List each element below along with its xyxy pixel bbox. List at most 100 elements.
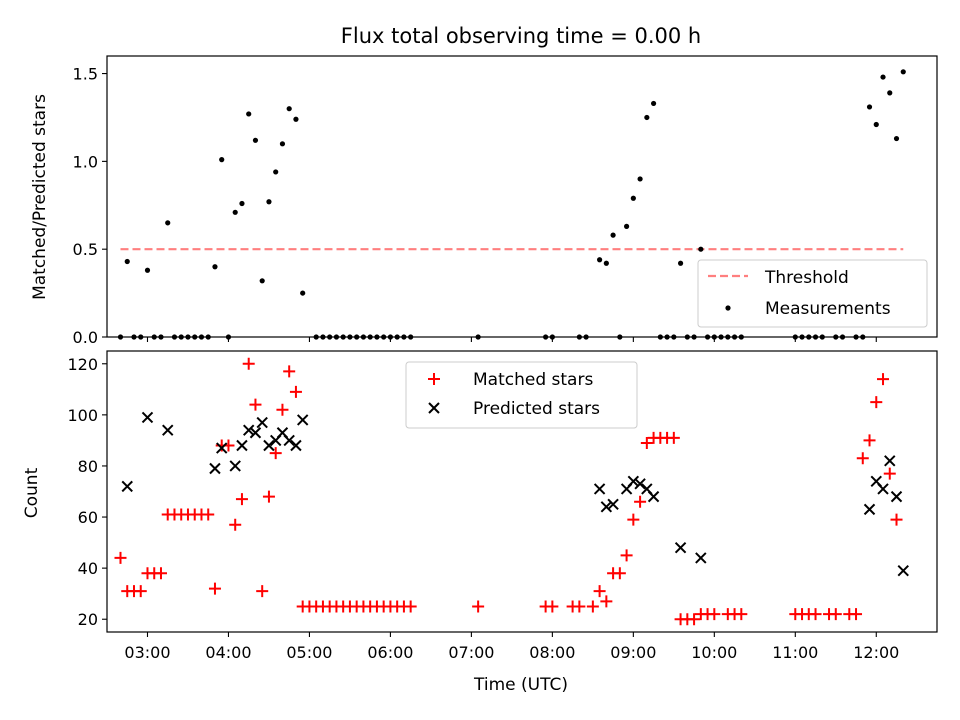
top-legend-box bbox=[697, 259, 928, 328]
bottom-panel-frame bbox=[106, 350, 938, 633]
measurement-point bbox=[583, 334, 589, 340]
matched-star-point bbox=[856, 452, 869, 465]
measurement-point bbox=[650, 100, 657, 107]
matched-star-point bbox=[640, 436, 653, 449]
measurement-point bbox=[887, 90, 893, 96]
matched-star-point bbox=[863, 434, 876, 447]
measurement-point bbox=[725, 334, 731, 340]
measurement-point bbox=[900, 69, 906, 75]
measurement-point bbox=[576, 334, 582, 340]
measurement-point bbox=[617, 334, 623, 340]
measurement-point bbox=[860, 334, 866, 340]
measurement-point bbox=[266, 199, 272, 205]
matched-star-point bbox=[850, 608, 863, 621]
measurement-point bbox=[698, 246, 704, 252]
matched-star-point bbox=[154, 567, 167, 580]
measurement-point bbox=[792, 334, 798, 340]
measurement-point bbox=[691, 334, 697, 340]
measurement-point bbox=[279, 141, 286, 147]
y-tick-label: 1.5 bbox=[73, 65, 98, 84]
measurement-point bbox=[711, 334, 717, 340]
matched-star-point bbox=[883, 467, 896, 480]
measurement-point bbox=[610, 232, 616, 238]
x-tick-label: 04:00 bbox=[205, 643, 251, 662]
chart-title: Flux total observing time = 0.00 h bbox=[341, 24, 701, 48]
measurement-point bbox=[880, 74, 886, 80]
measurement-point bbox=[178, 334, 184, 340]
measurement-point bbox=[117, 334, 124, 340]
measurement-point bbox=[158, 334, 164, 340]
predicted-star-point bbox=[216, 442, 228, 454]
legend-matched-label: Matched stars bbox=[473, 370, 593, 390]
matched-star-point bbox=[735, 608, 748, 621]
y-tick-label: 0.5 bbox=[73, 240, 98, 259]
measurement-point bbox=[549, 334, 555, 340]
measurement-points bbox=[117, 69, 906, 340]
x-tick-label: 06:00 bbox=[367, 643, 413, 662]
measurement-point bbox=[300, 290, 306, 296]
measurement-point bbox=[819, 334, 825, 340]
predicted-star-point bbox=[263, 439, 275, 452]
measurement-point bbox=[225, 334, 232, 340]
matched-star-point bbox=[269, 447, 282, 460]
measurement-point bbox=[198, 334, 205, 340]
measurement-point bbox=[286, 106, 292, 112]
y-tick-label: 1.0 bbox=[73, 152, 98, 171]
y-tick-label: 20 bbox=[78, 610, 98, 629]
x-tick-label: 09:00 bbox=[610, 643, 656, 662]
legend-threshold-label: Threshold bbox=[764, 268, 849, 288]
measurement-point bbox=[603, 260, 609, 266]
measurement-point bbox=[704, 334, 711, 340]
x-tick-label: 11:00 bbox=[772, 643, 818, 662]
bottom-x-ticks: 03:00 04:00 05:00 06:00 07:00 08:00 09:00 10:00… bbox=[124, 632, 899, 662]
x-tick-label: 12:00 bbox=[853, 643, 899, 662]
bottom-legend-box bbox=[405, 361, 638, 429]
measurement-point bbox=[340, 334, 346, 340]
predicted-star-point bbox=[290, 439, 302, 452]
measurement-point bbox=[327, 334, 333, 340]
matched-star-point bbox=[256, 585, 269, 598]
matched-star-point bbox=[877, 373, 890, 386]
predicted-star-point bbox=[242, 424, 255, 436]
matched-star-point bbox=[235, 493, 248, 506]
measurement-point bbox=[812, 334, 819, 340]
measurement-point bbox=[873, 121, 879, 128]
measurement-point bbox=[718, 334, 724, 340]
legend-measurements-label: Measurements bbox=[765, 299, 891, 319]
measurement-point bbox=[360, 334, 367, 340]
y-tick-label: 60 bbox=[78, 508, 98, 527]
measurement-point bbox=[671, 334, 677, 340]
measurement-point bbox=[205, 334, 211, 340]
bottom-legend: Matched stars Predicted stars bbox=[405, 361, 638, 429]
matched-star-point bbox=[276, 403, 289, 416]
matched-star-point bbox=[472, 600, 485, 613]
matched-star-points bbox=[114, 357, 903, 626]
measurement-point bbox=[637, 176, 643, 182]
measurement-point bbox=[165, 220, 171, 226]
matched-star-point bbox=[289, 385, 302, 398]
predicted-star-point bbox=[121, 480, 133, 493]
predicted-star-point bbox=[229, 460, 241, 472]
measurement-point bbox=[219, 157, 225, 163]
measurement-point bbox=[313, 334, 319, 340]
predicted-star-point bbox=[695, 552, 707, 564]
predicted-star-point bbox=[897, 564, 909, 577]
measurement-point bbox=[644, 114, 650, 121]
predicted-star-point bbox=[593, 483, 606, 495]
matched-star-point bbox=[809, 608, 822, 621]
predicted-star-point bbox=[256, 416, 268, 429]
bottom-y-ticks: 20 40 60 80 100 120 bbox=[67, 355, 107, 629]
measurement-point bbox=[212, 264, 218, 270]
measurement-point bbox=[630, 195, 636, 201]
y-tick-label: 120 bbox=[67, 355, 98, 374]
measurement-point bbox=[124, 258, 130, 265]
measurement-point bbox=[475, 334, 481, 340]
measurement-point bbox=[731, 334, 738, 340]
measurement-point bbox=[664, 334, 670, 340]
matched-star-point bbox=[262, 490, 275, 503]
matched-star-point bbox=[229, 518, 242, 531]
measurement-point bbox=[232, 209, 238, 215]
matched-star-point bbox=[688, 613, 701, 626]
matched-star-point bbox=[404, 600, 417, 613]
